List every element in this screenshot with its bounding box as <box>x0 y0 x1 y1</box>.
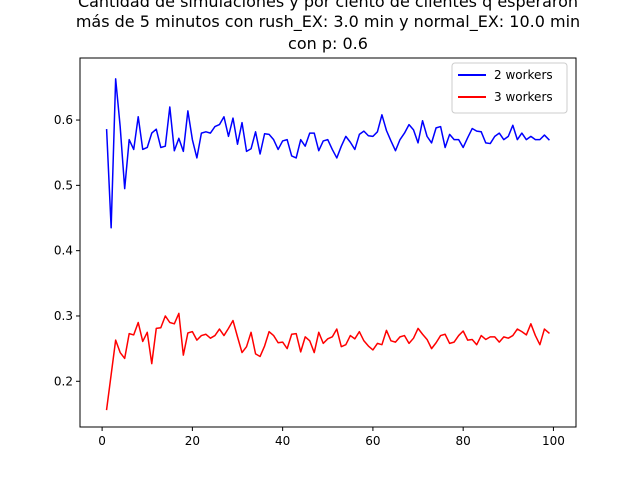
x-tick-label: 20 <box>185 434 200 448</box>
chart-title: Cantidad de simulaciones y por ciento de… <box>76 0 580 53</box>
plot-area-frame <box>79 57 577 428</box>
x-tick-label: 0 <box>98 434 106 448</box>
series-layer <box>105 78 550 411</box>
y-tick-label: 0.6 <box>54 113 73 127</box>
y-tick-label: 0.2 <box>54 374 73 388</box>
series-line-3-workers <box>105 312 550 411</box>
x-tick-label: 80 <box>456 434 471 448</box>
x-tick-label: 100 <box>542 434 565 448</box>
chart-title-line-3: con p: 0.6 <box>288 34 368 53</box>
chart-title-line-1: Cantidad de simulaciones y por ciento de… <box>78 0 578 11</box>
legend-label-2-workers: 2 workers <box>494 68 553 82</box>
chart-title-line-2: más de 5 minutos con rush_EX: 3.0 min y … <box>76 12 580 32</box>
x-tick-label: 40 <box>275 434 290 448</box>
x-tick-label: 60 <box>365 434 380 448</box>
legend-label-3-workers: 3 workers <box>494 90 553 104</box>
axes-layer: 0 20 40 60 80 100 0.2 0.3 0.4 0.5 0.6 <box>54 57 577 448</box>
y-tick-label: 0.4 <box>54 244 73 258</box>
legend: 2 workers 3 workers <box>451 62 568 114</box>
series-line-2-workers <box>105 78 550 229</box>
y-tick-label: 0.3 <box>54 309 73 323</box>
y-tick-label: 0.5 <box>54 178 73 192</box>
